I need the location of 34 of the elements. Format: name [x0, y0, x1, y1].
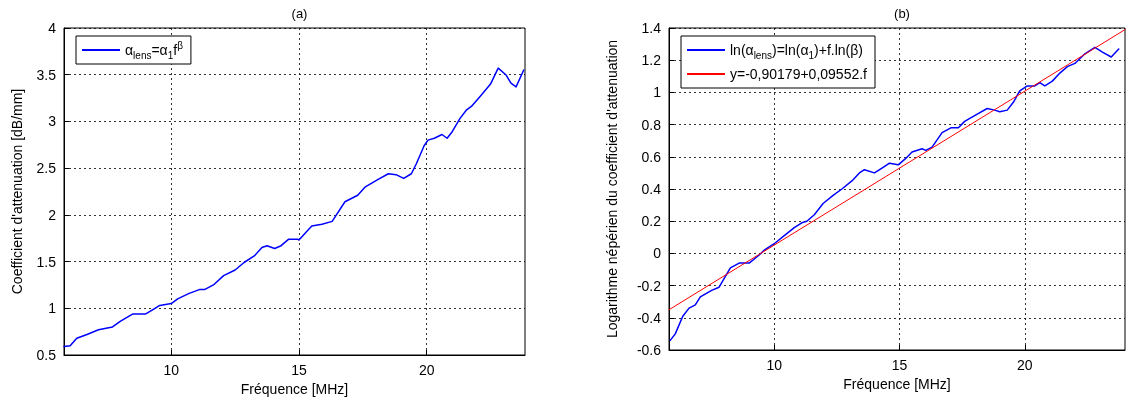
y-tick-label: 3 [48, 113, 57, 130]
y-tick-label: 1.5 [36, 253, 57, 270]
y-tick-label: 0.2 [641, 213, 662, 230]
y-axis-title: Logarithme népérien du coefficient d'attenuation [604, 39, 620, 339]
y-tick-label: 1 [48, 300, 57, 317]
x-tick-label: 10 [766, 357, 783, 373]
x-tick-label: 15 [291, 362, 307, 378]
y-tick-label: 1 [653, 84, 662, 101]
line-series [669, 46, 1120, 342]
x-axis-title: Fréquence [MHz] [240, 380, 349, 397]
y-tick-label: 2.5 [36, 160, 57, 177]
y-tick-label: -0.4 [636, 309, 662, 326]
line-series [63, 67, 525, 348]
x-tick-label: 15 [891, 357, 908, 373]
chart-title: (a) [291, 6, 308, 21]
x-axis-title: Fréquence [MHz] [843, 375, 951, 392]
y-tick-label: 4 [48, 20, 57, 36]
y-tick-label: 1.2 [641, 52, 662, 69]
y-tick-label: 2 [48, 206, 57, 223]
y-tick-label: 0.8 [641, 116, 662, 133]
chart-title: (b) [894, 6, 910, 21]
y-tick-label: 0.5 [36, 347, 57, 363]
y-tick-label: 3.5 [36, 66, 57, 83]
x-tick-label: 20 [1016, 357, 1033, 373]
y-tick-label: 0.6 [641, 148, 662, 165]
x-tick-label: 20 [418, 362, 435, 378]
y-tick-label: 0 [653, 245, 662, 262]
y-tick-label: 1.4 [641, 20, 662, 36]
y-axis-title: Coefficient d'attenuation [dB/mm] [9, 88, 25, 295]
y-tick-label: 0.4 [641, 181, 662, 197]
x-tick-label: 10 [163, 362, 180, 378]
legend-label: y=-0,90179+0,09552.f [730, 66, 868, 82]
y-tick-label: -0.6 [636, 342, 662, 358]
y-tick-label: -0.2 [636, 277, 662, 294]
